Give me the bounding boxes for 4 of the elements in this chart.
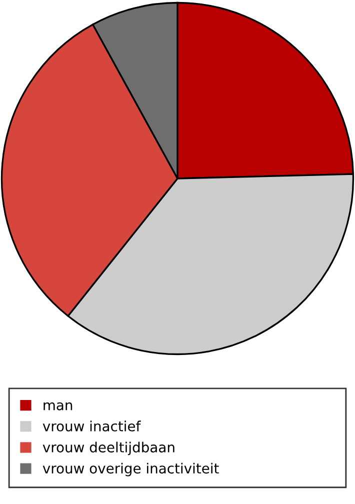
legend-label: vrouw deeltijdbaan xyxy=(42,442,174,456)
legend-label: man xyxy=(44,402,72,410)
legend-label: vrouw overige inactiviteit xyxy=(42,462,219,476)
legend-label: vrouw inactief xyxy=(42,420,141,432)
